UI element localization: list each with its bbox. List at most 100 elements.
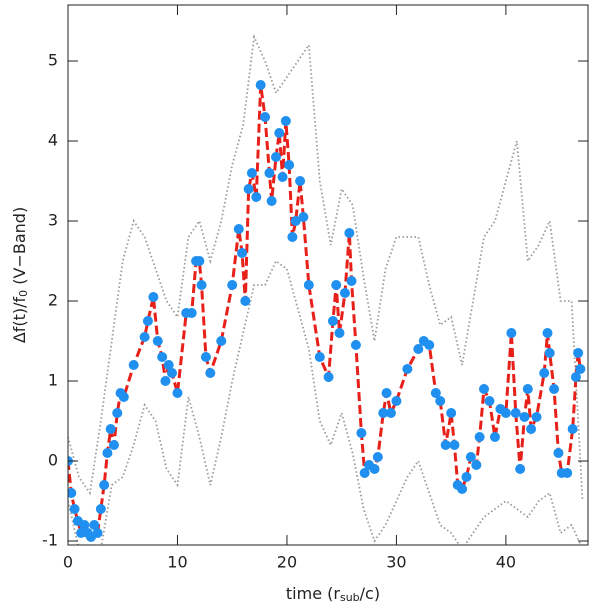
data-point: [274, 128, 285, 138]
data-point: [542, 328, 553, 338]
data-point: [163, 360, 174, 370]
data-point: [227, 280, 238, 290]
data-point: [264, 168, 275, 178]
data-point: [284, 160, 295, 170]
data-point: [539, 368, 550, 378]
data-point: [435, 396, 446, 406]
data-point: [233, 224, 244, 234]
data-point: [240, 296, 251, 306]
axes-frame: [67, 4, 589, 546]
data-point: [346, 276, 357, 286]
y-tick-label: 0: [48, 451, 58, 470]
data-point: [531, 412, 542, 422]
data-point: [510, 408, 521, 418]
data-point: [251, 192, 262, 202]
data-point: [573, 348, 584, 358]
data-point: [575, 364, 586, 374]
y-axis-label: Δf(t)/f0 (V−Band): [10, 207, 31, 343]
data-point: [194, 256, 205, 266]
data-point: [327, 316, 338, 326]
data-point: [277, 172, 288, 182]
data-point: [102, 448, 113, 458]
data-point: [484, 396, 495, 406]
data-point: [92, 528, 103, 538]
data-point: [331, 280, 342, 290]
data-point: [89, 520, 100, 530]
data-point: [344, 228, 355, 238]
data-point: [271, 152, 281, 162]
data-point: [519, 412, 530, 422]
realization-line: [68, 259, 582, 545]
data-point: [457, 484, 468, 494]
data-point: [449, 440, 460, 450]
realization-line: [68, 33, 584, 502]
data-point: [160, 376, 171, 386]
data-point: [323, 372, 334, 382]
x-tick-label: 10: [167, 553, 187, 572]
data-point: [506, 328, 517, 338]
data-point: [266, 196, 277, 206]
data-point: [237, 248, 248, 258]
data-point: [142, 316, 153, 326]
data-point: [424, 340, 435, 350]
data-point: [79, 520, 90, 530]
data-point: [402, 364, 413, 374]
x-tick-label: 30: [386, 553, 406, 572]
data-point: [413, 344, 424, 354]
data-point: [95, 504, 106, 514]
data-point: [526, 424, 537, 434]
data-point: [471, 460, 482, 470]
x-tick-label: 20: [277, 553, 297, 572]
data-point: [314, 352, 325, 362]
data-point: [474, 432, 485, 442]
data-point: [350, 340, 361, 350]
data-point: [339, 288, 350, 298]
data-point: [489, 432, 500, 442]
y-tick-label: 3: [48, 211, 58, 230]
y-tick-label: 1: [48, 371, 58, 390]
data-point: [440, 440, 451, 450]
data-point: [260, 112, 271, 122]
data-point: [298, 212, 309, 222]
data-point: [295, 176, 306, 186]
data-point: [465, 452, 476, 462]
data-point: [430, 388, 441, 398]
data-point: [205, 368, 216, 378]
data-point: [172, 388, 183, 398]
data-point: [369, 464, 380, 474]
data-point: [290, 216, 301, 226]
data-point: [108, 440, 119, 450]
data-point: [479, 384, 489, 394]
data-point: [246, 168, 257, 178]
y-tick-label: 2: [48, 291, 58, 310]
data-point: [139, 332, 150, 342]
x-tick-label: 40: [496, 553, 516, 572]
data-point: [461, 472, 472, 482]
data-point: [381, 388, 392, 398]
data-point: [562, 468, 573, 478]
data-point: [303, 280, 314, 290]
data-point: [118, 392, 129, 402]
data-point: [243, 184, 254, 194]
data-point: [544, 348, 555, 358]
data-point: [359, 468, 370, 478]
x-tick-label: 0: [63, 553, 73, 572]
data-point: [128, 360, 139, 370]
data-point: [391, 396, 402, 406]
data-point: [500, 408, 511, 418]
data-point: [334, 328, 345, 338]
data-point: [570, 372, 581, 382]
y-tick-label: 5: [48, 51, 58, 70]
x-axis-label: time (rsub/c): [286, 584, 380, 605]
data-point: [200, 352, 211, 362]
data-point: [446, 408, 457, 418]
data-point: [196, 280, 207, 290]
data-point: [112, 408, 123, 418]
data-point: [69, 504, 80, 514]
data-point: [99, 480, 110, 490]
data-point: [553, 448, 564, 458]
data-point: [356, 428, 367, 438]
data-point: [549, 384, 560, 394]
data-point: [372, 452, 383, 462]
mean-line: [68, 84, 582, 541]
